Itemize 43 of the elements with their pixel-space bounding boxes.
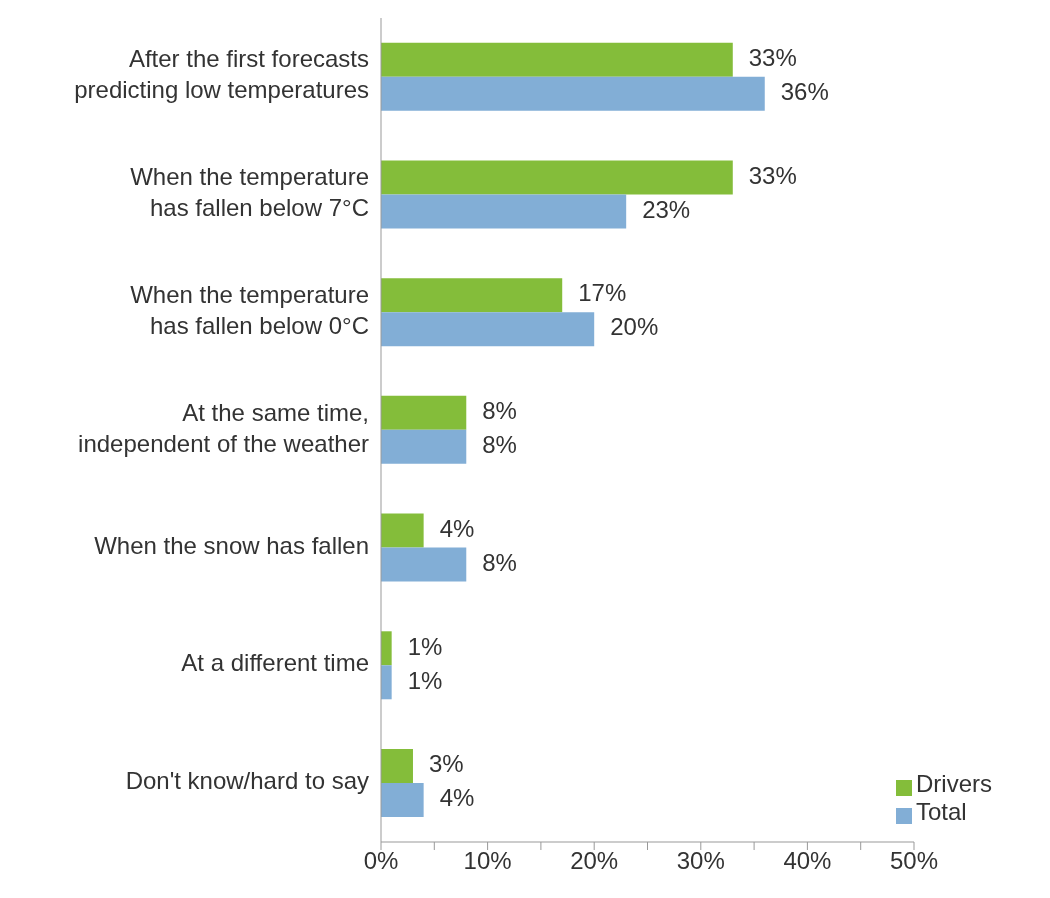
data-label: 20% [610,313,659,341]
data-label: 33% [748,161,797,189]
data-label: 23% [642,195,691,223]
y-tick-label: Don't know/hard to say [125,767,369,795]
bar [381,76,765,111]
data-label: 3% [428,750,464,778]
y-tick-label: When the temperature has fallen below 0°C [130,281,369,340]
data-label: 8% [482,397,517,425]
data-label: 8% [482,431,517,459]
x-tick-label: 40% [783,847,832,875]
bar [381,513,424,548]
data-label: 4% [439,514,475,542]
bar [381,547,467,582]
bar [381,665,392,700]
bar [381,160,733,195]
bar [381,429,467,464]
bar [381,631,392,666]
y-tick-label: After the first forecasts predicting low temperatures [74,45,369,104]
bar [381,194,627,229]
data-label: 4% [439,784,475,812]
x-tick-label: 0% [363,847,399,875]
x-tick-label: 20% [570,847,619,875]
data-label: 8% [482,548,517,576]
data-label: 17% [578,279,627,307]
legend-label: Drivers [916,770,992,797]
bar [381,783,424,818]
x-tick-label: 30% [676,847,725,875]
bar [381,749,413,784]
y-tick-label: At a different time [181,649,369,677]
bar [381,312,595,347]
data-label: 1% [407,666,443,694]
data-label: 1% [407,632,443,660]
data-label: 36% [780,78,829,106]
legend-label: Total [916,798,967,825]
bar [381,278,563,313]
data-label: 33% [748,44,797,72]
bar [381,42,733,77]
y-tick-label: When the temperature has fallen below 7°C [130,163,369,222]
bar [381,395,467,430]
y-tick-label: When the snow has fallen [94,532,369,560]
x-tick-label: 50% [889,847,939,875]
y-tick-label: At the same time, independent of the weather [78,398,369,457]
x-tick-label: 10% [463,847,512,875]
